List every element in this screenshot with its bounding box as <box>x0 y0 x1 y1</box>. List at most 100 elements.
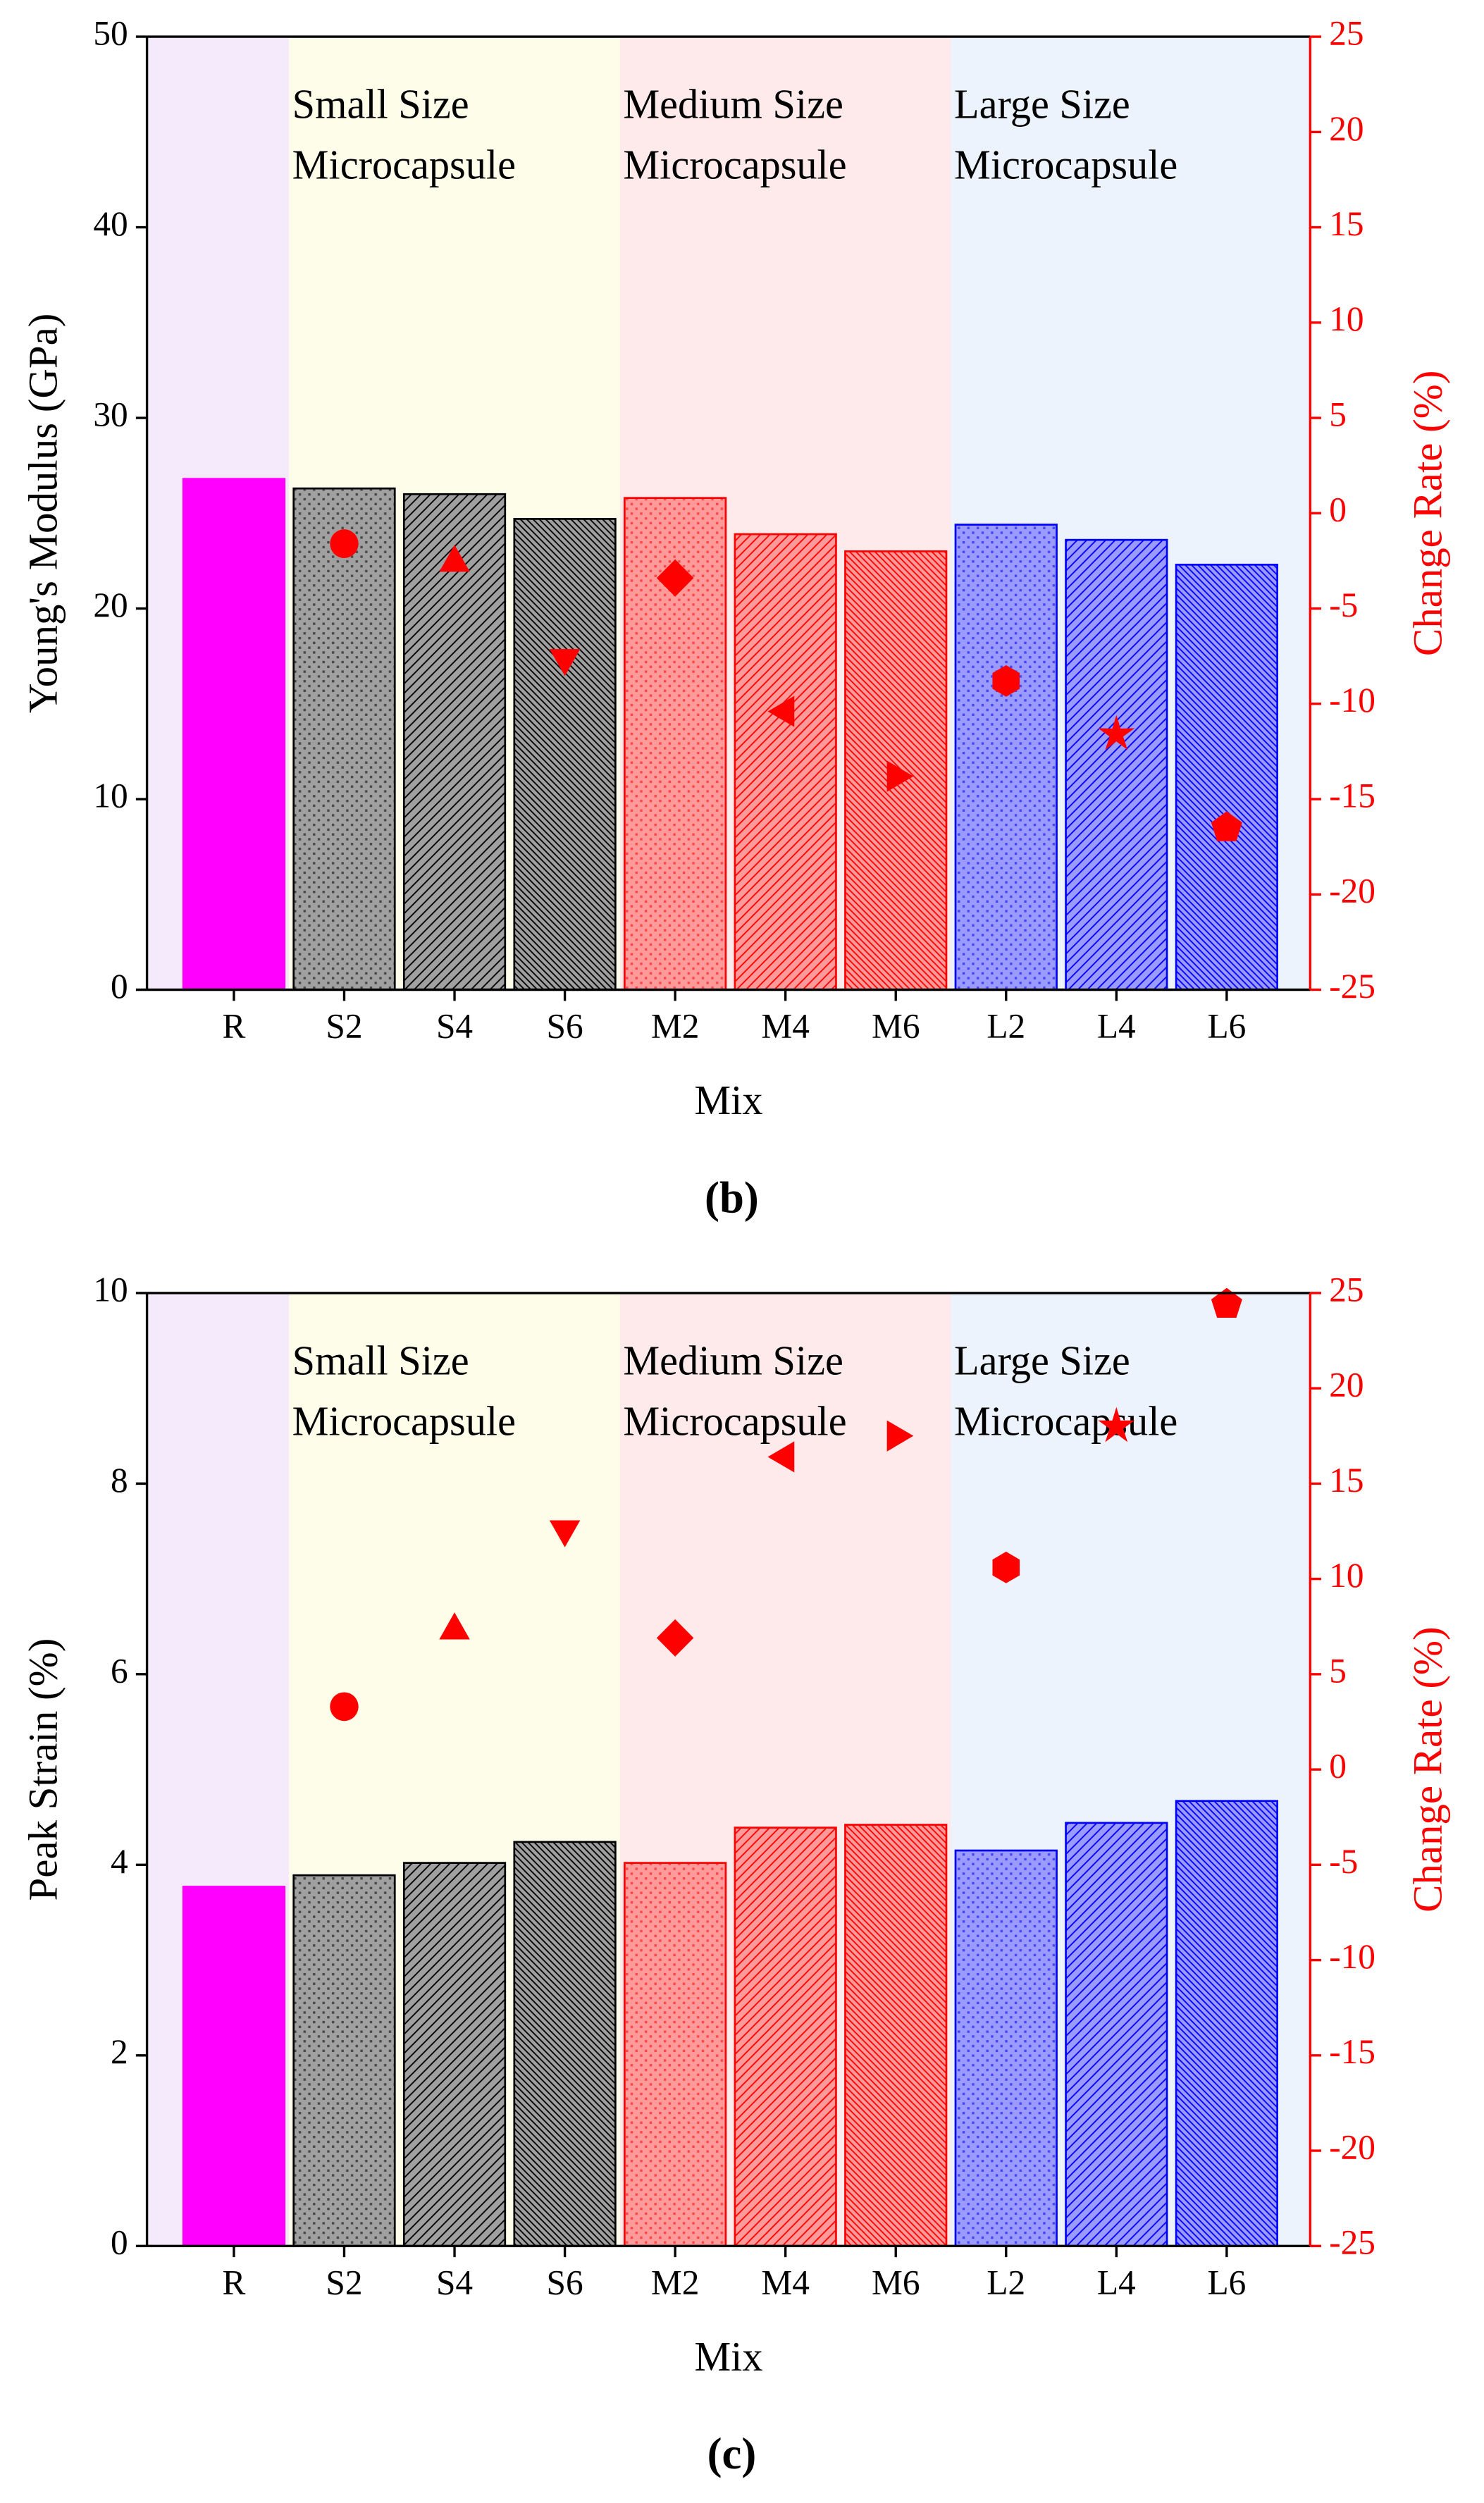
bar <box>734 1827 837 2247</box>
x-tick-label: L4 <box>1097 2263 1136 2301</box>
bar <box>513 518 617 991</box>
bar <box>624 1862 727 2247</box>
region-label: Small Size <box>292 1337 469 1383</box>
region-label: Microcapsule <box>954 142 1177 187</box>
scatter-point <box>1211 1287 1242 1318</box>
y2-tick-label: -5 <box>1329 1842 1358 1881</box>
y2-tick-label: 25 <box>1329 13 1364 52</box>
y-tick-label: 2 <box>111 2032 128 2071</box>
region-label: Large Size <box>954 1337 1130 1383</box>
scatter-point <box>767 1441 795 1473</box>
x-tick-label: R <box>222 2263 245 2301</box>
scatter-point <box>1098 1407 1135 1442</box>
x-tick-label: L6 <box>1207 2263 1246 2301</box>
bar <box>182 478 286 991</box>
region-label: Medium Size <box>623 1337 843 1383</box>
bar <box>1065 538 1168 991</box>
scatter-point <box>549 649 581 676</box>
x-tick-label: S6 <box>547 1006 583 1045</box>
y-tick-label: 10 <box>93 776 128 815</box>
y-tick-label: 10 <box>93 1270 128 1309</box>
scatter-point <box>767 696 795 727</box>
x-tick-label: M6 <box>872 2263 920 2301</box>
x-tick-label: M2 <box>651 2263 700 2301</box>
x-axis-label: Mix <box>694 1077 762 1123</box>
bar <box>1175 563 1278 991</box>
x-axis-label: Mix <box>694 2334 762 2380</box>
scatter-point <box>992 1551 1020 1583</box>
y2-tick-label: -15 <box>1329 2032 1375 2071</box>
bar <box>292 1874 396 2247</box>
bar <box>182 1886 286 2247</box>
x-tick-label: S4 <box>436 1006 473 1045</box>
scatter-point <box>1098 715 1135 750</box>
bar <box>954 524 1058 991</box>
region-label: Small Size <box>292 81 469 127</box>
scatter-point <box>656 1619 694 1657</box>
region-label: Microcapsule <box>623 142 846 187</box>
region-label: Microcapsule <box>292 1398 516 1444</box>
x-tick-label: L6 <box>1207 1006 1246 1045</box>
scatter-point <box>439 545 470 572</box>
y2-tick-label: -20 <box>1329 2127 1375 2166</box>
y-tick-label: 20 <box>93 586 128 624</box>
y2-tick-label: -10 <box>1329 681 1375 719</box>
bar <box>844 550 948 991</box>
x-tick-label: L4 <box>1097 1006 1136 1045</box>
scatter-point <box>886 1420 914 1452</box>
y2-tick-label: 5 <box>1329 395 1347 433</box>
y2-tick-label: -25 <box>1329 2223 1375 2261</box>
x-tick-label: L2 <box>987 2263 1025 2301</box>
scatter-point <box>439 1612 470 1640</box>
y2-tick-label: 15 <box>1329 1461 1364 1500</box>
x-tick-label: M4 <box>761 1006 810 1045</box>
region-label: Large Size <box>954 81 1130 127</box>
bar <box>1175 1800 1278 2247</box>
bar <box>402 1862 507 2247</box>
bar <box>844 1824 948 2247</box>
x-tick-label: M4 <box>761 2263 810 2301</box>
y-tick-label: 50 <box>93 13 128 52</box>
y-tick-label: 0 <box>111 2223 128 2261</box>
bar <box>513 1841 617 2247</box>
x-tick-label: S4 <box>436 2263 473 2301</box>
y2-tick-label: 25 <box>1329 1270 1364 1309</box>
x-tick-label: M2 <box>651 1006 700 1045</box>
x-tick-label: S2 <box>326 1006 362 1045</box>
bar <box>734 533 837 991</box>
y2-tick-label: 5 <box>1329 1651 1347 1690</box>
y2-tick-label: 20 <box>1329 1365 1364 1404</box>
y2-tick-label: 10 <box>1329 299 1364 338</box>
y2-axis-label: Change Rate (%) <box>1405 1626 1451 1912</box>
bar <box>1065 1822 1168 2247</box>
x-tick-label: S6 <box>547 2263 583 2301</box>
y2-tick-label: 20 <box>1329 109 1364 148</box>
scatter-point <box>330 529 359 558</box>
region-label: Medium Size <box>623 81 843 127</box>
y2-tick-label: -20 <box>1329 871 1375 910</box>
bar <box>402 493 507 991</box>
scatter-point <box>549 1520 581 1547</box>
scatter-point <box>1211 811 1242 841</box>
y2-tick-label: 15 <box>1329 204 1364 243</box>
region-label: Microcapsule <box>623 1398 846 1444</box>
y-axis-label: Peak Strain (%) <box>20 1638 66 1901</box>
y-axis-label: Young's Modulus (GPa) <box>20 314 66 713</box>
y-tick-label: 6 <box>111 1651 128 1690</box>
x-tick-label: L2 <box>987 1006 1025 1045</box>
panel-caption: (b) <box>705 1173 759 1222</box>
y-tick-label: 4 <box>111 1842 128 1881</box>
y2-axis-label: Change Rate (%) <box>1405 371 1451 657</box>
y-tick-label: 0 <box>111 967 128 1006</box>
y-tick-label: 40 <box>93 204 128 243</box>
y2-tick-label: 0 <box>1329 490 1347 529</box>
y-tick-label: 8 <box>111 1461 128 1500</box>
x-tick-label: M6 <box>872 1006 920 1045</box>
region-label: Microcapsule <box>292 142 516 187</box>
bar <box>954 1849 1058 2247</box>
y-tick-label: 30 <box>93 395 128 433</box>
y2-tick-label: 0 <box>1329 1746 1347 1785</box>
scatter-point <box>886 760 914 792</box>
y2-tick-label: -15 <box>1329 776 1375 815</box>
